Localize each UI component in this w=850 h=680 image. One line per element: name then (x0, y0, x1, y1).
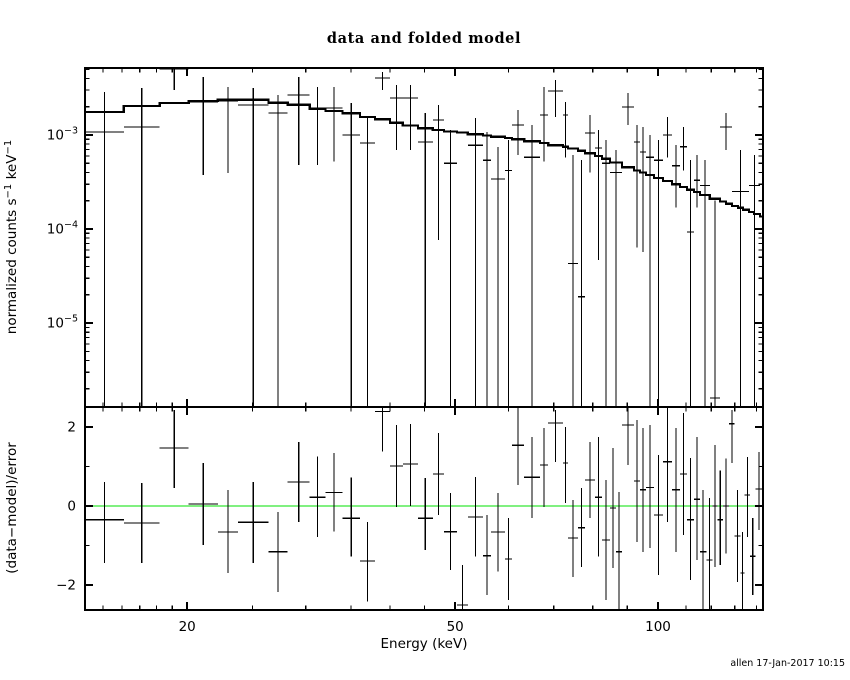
y-tick-label: 10−4 (47, 220, 78, 238)
x-tick-label: 100 (645, 619, 671, 635)
y-tick-label: 10−5 (47, 314, 78, 332)
y-axis-label-residuals: (data−model)/error (4, 442, 20, 574)
x-axis-label: Energy (keV) (381, 636, 468, 652)
y2-tick-label: −2 (56, 578, 76, 594)
spectrum-data-points (85, 68, 760, 407)
residual-data-points (85, 407, 763, 610)
y2-tick-label: 2 (67, 420, 76, 436)
x-tick-label: 20 (179, 619, 196, 635)
y2-tick-label: 0 (67, 499, 76, 515)
x-tick-label: 50 (447, 619, 464, 635)
plot-title: data and folded model (327, 30, 521, 47)
timestamp-label: allen 17-Jan-2017 10:15 (730, 658, 845, 669)
folded-model-path (85, 98, 763, 218)
y-axis-label-counts: normalized counts s−1 keV−1 (3, 140, 20, 334)
y-tick-label: 10−3 (47, 126, 78, 144)
axis-ticks (85, 68, 763, 610)
model-line (85, 98, 763, 218)
